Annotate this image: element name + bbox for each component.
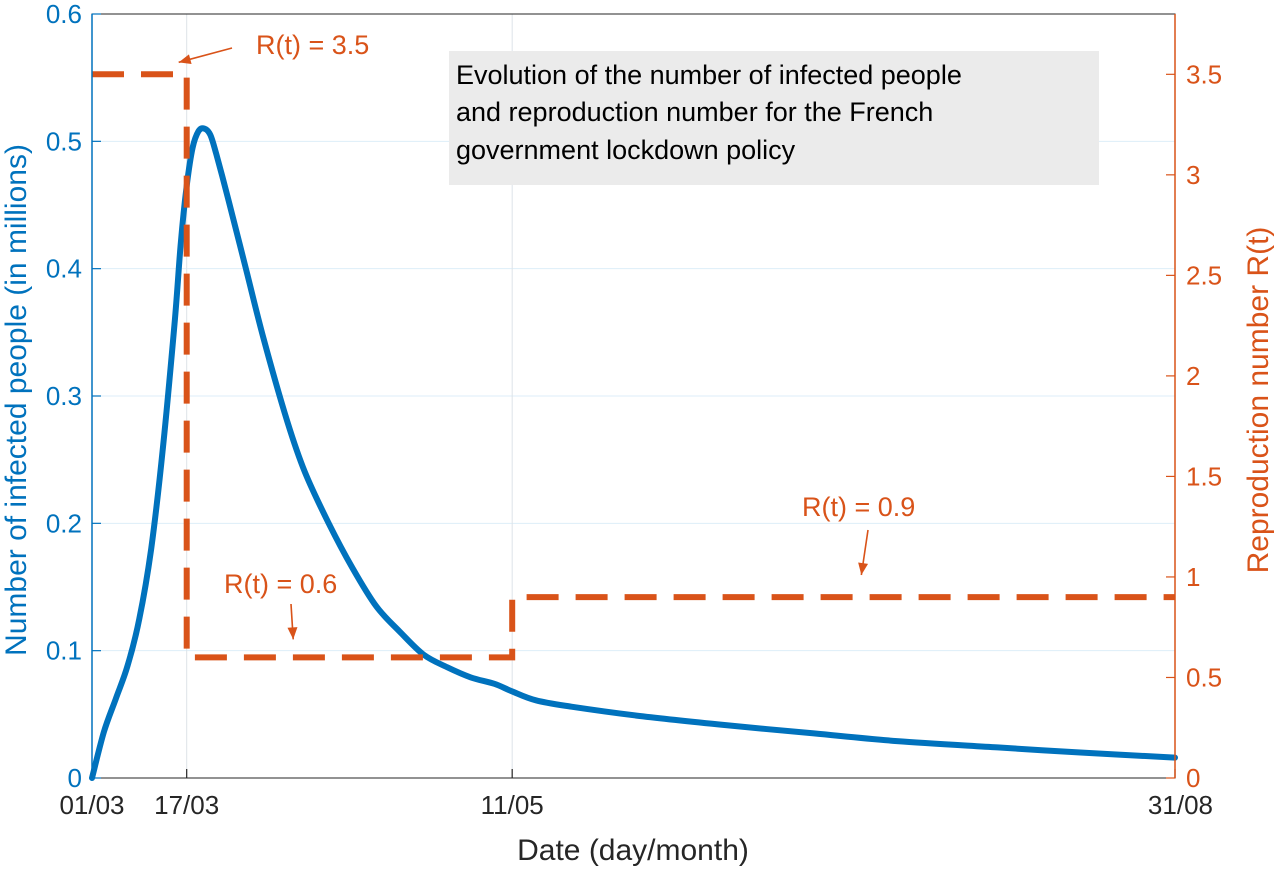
x-tick-label: 17/03: [154, 790, 219, 820]
left-tick-label: 0.4: [46, 254, 82, 284]
x-tick-label: 31/08: [1148, 790, 1213, 820]
chart-title-box: Evolution of the number of infected peop…: [449, 51, 1099, 185]
y-axis-label-right: Reproduction number R(t): [1242, 227, 1275, 574]
right-tick-label: 3: [1186, 160, 1200, 190]
right-tick-label: 0: [1186, 763, 1200, 793]
left-tick-label: 0.2: [46, 508, 82, 538]
annotation-r-0-6: R(t) = 0.6: [224, 569, 337, 599]
right-tick-label: 1.5: [1186, 461, 1222, 491]
right-tick-label: 0.5: [1186, 662, 1222, 692]
x-axis-label: Date (day/month): [517, 834, 749, 867]
chart-title-line-1: Evolution of the number of infected peop…: [456, 60, 962, 90]
left-tick-label: 0.1: [46, 636, 82, 666]
left-tick-label: 0.3: [46, 381, 82, 411]
right-tick-label: 2: [1186, 361, 1200, 391]
right-tick-label: 3.5: [1186, 59, 1222, 89]
right-tick-label: 1: [1186, 562, 1200, 592]
axes-layer: 0 0.1 0.2 0.3 0.4 0.5 0.6 0 0.5 1 1.5 2 2.5 3 3.5 01/03…: [46, 0, 1222, 820]
series-reproduction-line: [92, 71, 1175, 661]
series-infected-line: [89, 125, 1178, 781]
annotation-arrow-head: [858, 562, 869, 576]
left-tick-label: 0: [68, 763, 82, 793]
chart-title-line-3: government lockdown policy: [456, 135, 796, 165]
annotation-r-3-5: R(t) = 3.5: [256, 30, 369, 60]
annotation-arrow-head: [287, 627, 298, 640]
left-tick-label: 0.6: [46, 0, 82, 29]
annotation-r-0-9: R(t) = 0.9: [802, 492, 915, 522]
x-tick-label: 11/05: [481, 790, 544, 820]
chart-title-line-2: and reproduction number for the French: [456, 97, 933, 127]
series-layer: [89, 71, 1178, 781]
annotations-layer: R(t) = 3.5 R(t) = 0.6 R(t) = 0.9: [224, 30, 915, 599]
y-axis-label-left: Number of infected people (in millions): [0, 144, 33, 656]
left-tick-label: 0.5: [46, 126, 82, 156]
annotation-arrow-head: [178, 54, 192, 65]
x-tick-label: 01/03: [59, 790, 124, 820]
right-tick-label: 2.5: [1186, 260, 1222, 290]
chart-title-background: [449, 51, 1099, 185]
annotation-arrows-layer: [178, 47, 869, 640]
